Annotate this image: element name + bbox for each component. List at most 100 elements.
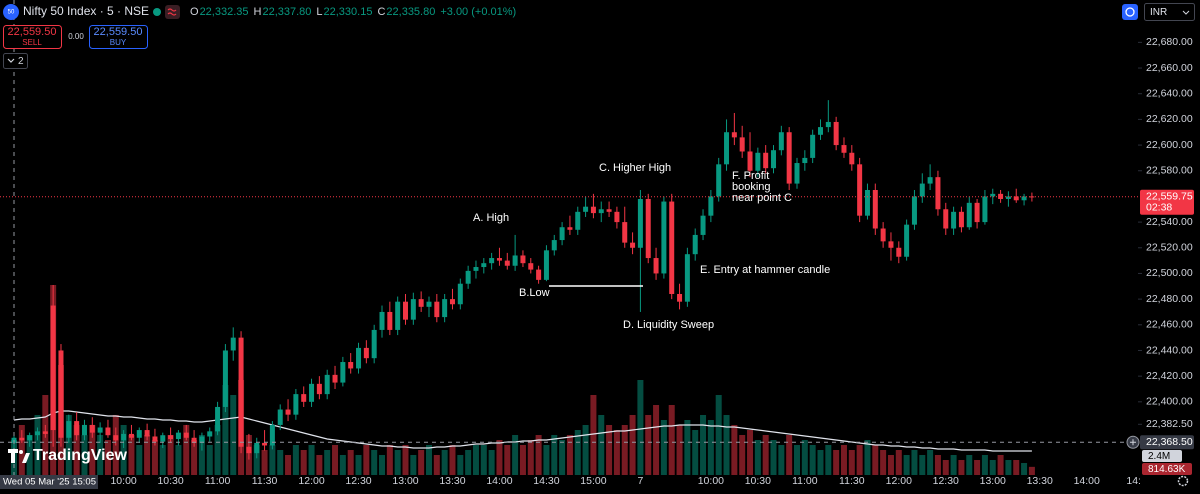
x-tick-label: 13:00 bbox=[392, 475, 418, 487]
volume-bar bbox=[457, 455, 464, 475]
candle-body bbox=[598, 209, 604, 214]
candle-body bbox=[1021, 196, 1027, 201]
volume-bar bbox=[864, 440, 871, 475]
volume-bar bbox=[668, 405, 675, 475]
candle-body bbox=[645, 198, 651, 259]
volume-bar bbox=[676, 425, 683, 475]
overlay: 10:00 10:30 11:00 11:30 12:00 12:30 13:00 13:30… bbox=[0, 36, 1194, 489]
candle-body bbox=[794, 163, 800, 184]
candle-body bbox=[121, 433, 127, 441]
sync-glyph bbox=[1125, 7, 1135, 17]
volume-bar bbox=[128, 435, 135, 475]
data-icon-glyph bbox=[167, 8, 177, 16]
volume-bar bbox=[934, 455, 941, 475]
y-tick-label: 22,520.00 bbox=[1146, 242, 1193, 254]
candle-body bbox=[293, 394, 299, 415]
candle-body bbox=[567, 227, 573, 230]
volume-bar bbox=[73, 425, 80, 475]
candle-body bbox=[692, 234, 698, 255]
x-tick-label: 13:30 bbox=[1027, 475, 1053, 487]
volume-last-box bbox=[1142, 463, 1192, 475]
x-tick-label: 13:00 bbox=[980, 475, 1006, 487]
candle-body bbox=[919, 183, 925, 197]
candle-body bbox=[230, 337, 236, 351]
volume-bar bbox=[645, 415, 652, 475]
volume-bar bbox=[1021, 463, 1028, 475]
candle-body bbox=[888, 241, 894, 248]
y-tick-label: 22,580.00 bbox=[1146, 165, 1193, 177]
x-tick-label: 12:00 bbox=[298, 475, 324, 487]
candle-body bbox=[309, 383, 315, 402]
candle-body bbox=[113, 435, 119, 441]
candle-body bbox=[418, 299, 424, 307]
plus-glyph bbox=[1130, 439, 1136, 446]
candle-body bbox=[481, 263, 487, 268]
volume-bar bbox=[175, 445, 182, 475]
volume-bar bbox=[559, 440, 566, 475]
volume-bar bbox=[833, 450, 840, 475]
sync-button[interactable] bbox=[1122, 4, 1138, 20]
volume-bar bbox=[120, 425, 127, 475]
candle-body bbox=[551, 240, 557, 251]
volume-bar bbox=[731, 425, 738, 475]
volume-last-label: 814.63K bbox=[1148, 464, 1186, 475]
symbol-title[interactable]: Nifty 50 Index · 5 · NSE bbox=[23, 4, 149, 18]
candle-body bbox=[904, 224, 910, 257]
y-tick-label: 22,480.00 bbox=[1146, 293, 1193, 305]
buy-button[interactable] bbox=[89, 25, 148, 49]
volume-bar bbox=[371, 450, 378, 475]
volume-bar bbox=[598, 415, 605, 475]
logo-mark bbox=[19, 450, 23, 454]
volume-bar bbox=[519, 445, 526, 475]
candle-body bbox=[356, 347, 362, 369]
x-tick-label: 12:00 bbox=[886, 475, 912, 487]
candle-body bbox=[442, 299, 448, 318]
volume-bar bbox=[425, 445, 432, 475]
volume-bar bbox=[144, 435, 151, 475]
candle-body bbox=[841, 145, 847, 153]
annotation: A. High bbox=[473, 212, 509, 224]
candle-body bbox=[301, 394, 307, 402]
annotation: F. Profit bbox=[732, 170, 769, 182]
volume-bar bbox=[230, 395, 237, 475]
y-tick-label: 22,620.00 bbox=[1146, 113, 1193, 125]
volume-bar bbox=[1013, 460, 1020, 475]
data-icon[interactable] bbox=[165, 5, 180, 19]
volume-bar bbox=[65, 415, 72, 475]
candle-body bbox=[42, 431, 48, 434]
volume-bar bbox=[332, 445, 339, 475]
candle-body bbox=[669, 201, 675, 294]
crosshair-price-box bbox=[1140, 435, 1194, 450]
settings-button[interactable] bbox=[1177, 475, 1189, 487]
currency-select[interactable] bbox=[1144, 3, 1195, 21]
volume-bar bbox=[261, 450, 268, 475]
candle-body bbox=[747, 151, 753, 171]
candle-body bbox=[536, 269, 542, 280]
candle-body bbox=[700, 215, 706, 235]
volume-bar bbox=[300, 450, 307, 475]
volume-bar bbox=[942, 460, 949, 475]
volume-bar bbox=[801, 440, 808, 475]
candle-body bbox=[1005, 196, 1011, 199]
volume-bar bbox=[1005, 460, 1012, 475]
volume-bar bbox=[582, 425, 589, 475]
candle-body bbox=[66, 421, 72, 438]
market-status[interactable] bbox=[153, 8, 161, 16]
volume-bar bbox=[151, 440, 158, 475]
candle-body bbox=[504, 260, 510, 266]
annotation: D. Liquidity Sweep bbox=[623, 319, 714, 331]
x-tick-label: 12:30 bbox=[933, 475, 959, 487]
candle-body bbox=[951, 211, 957, 229]
candle-body bbox=[966, 202, 972, 228]
candle-body bbox=[653, 258, 659, 274]
candle-body bbox=[512, 255, 518, 266]
chevron bbox=[1182, 10, 1190, 15]
volume-bar bbox=[97, 435, 104, 475]
x-tick-label: 11:30 bbox=[252, 475, 278, 487]
volume-bar bbox=[809, 445, 816, 475]
sell-button[interactable] bbox=[3, 25, 62, 49]
volume-bar bbox=[543, 445, 550, 475]
indicator-toggle[interactable] bbox=[3, 53, 28, 69]
volume-bar bbox=[786, 435, 793, 475]
